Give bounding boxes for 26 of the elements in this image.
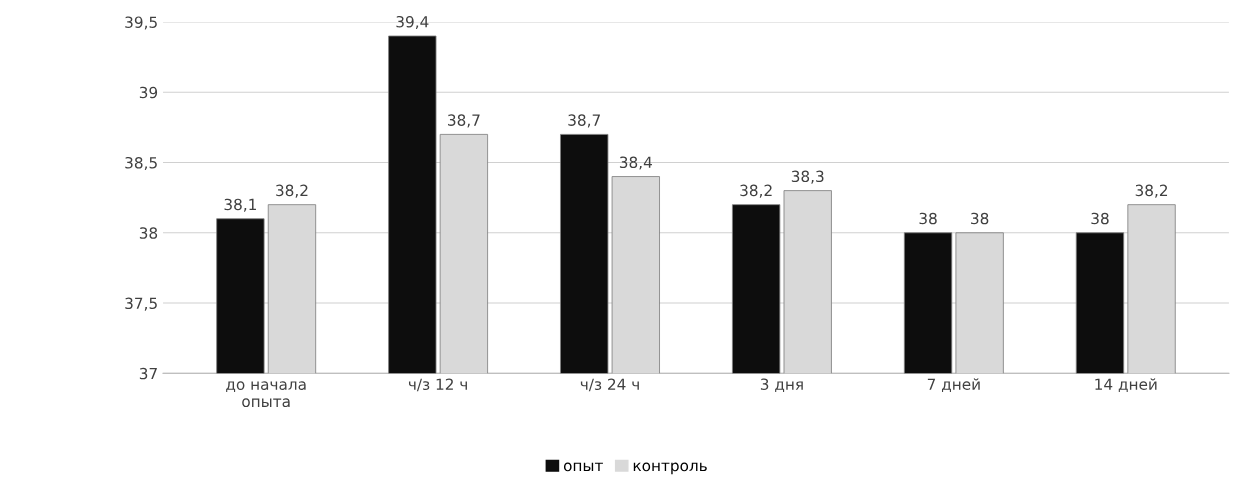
data-label: 38 — [1091, 212, 1109, 225]
x-tick-label: 3 дня — [760, 378, 803, 392]
x-tick-label: ч/з 12 ч — [408, 378, 467, 392]
legend-label: опыт — [563, 462, 603, 472]
y-tick-label: 37,5 — [125, 297, 157, 311]
data-label: 38 — [919, 212, 937, 225]
y-tick-label: 39,5 — [125, 16, 157, 30]
legend-label: контроль — [633, 462, 707, 475]
data-label: 38,2 — [740, 184, 772, 198]
data-label: 39,4 — [396, 15, 429, 30]
data-label: 38,4 — [619, 156, 652, 170]
data-label: 38,2 — [276, 184, 308, 198]
y-tick-label: 38,5 — [125, 156, 157, 171]
x-tick-label: 14 дней — [1095, 378, 1157, 392]
data-label: 38,2 — [1135, 184, 1168, 198]
x-tick-label: до начала опыта — [226, 381, 306, 408]
y-tick-label: 37 — [139, 367, 157, 380]
x-tick-label: ч/з 24 ч — [580, 378, 639, 392]
y-tick-label: 39 — [139, 86, 158, 99]
y-tick-label: 38 — [139, 227, 158, 239]
data-label: 38,3 — [791, 170, 824, 184]
data-label: 38,1 — [224, 198, 256, 212]
data-label: 38,7 — [448, 114, 480, 128]
data-label: 38 — [971, 212, 989, 225]
x-tick-label: 7 дней — [927, 378, 980, 392]
data-label: 38,7 — [568, 114, 600, 128]
